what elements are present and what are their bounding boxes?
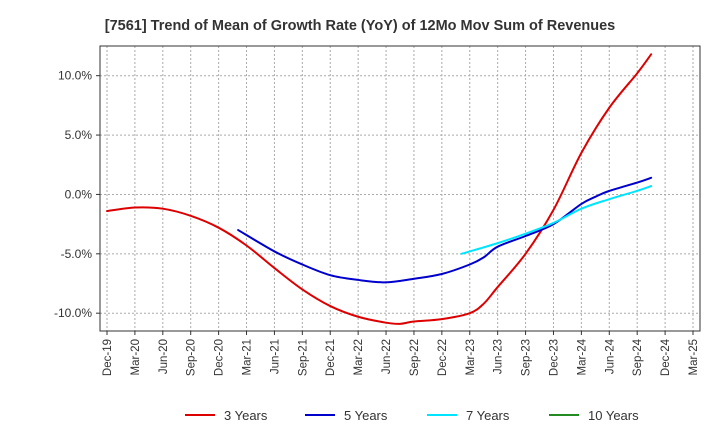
y-tick-label: -5.0%	[61, 247, 93, 261]
y-tick-label: 5.0%	[65, 128, 93, 142]
y-tick-label: 10.0%	[58, 69, 92, 83]
x-tick-label: Jun-24	[604, 338, 616, 374]
x-tick-label: Jun-22	[381, 339, 393, 374]
x-tick-label: Dec-20	[214, 339, 226, 376]
x-tick-label: Dec-19	[102, 339, 114, 376]
grid-layer	[100, 46, 700, 331]
plot-border	[99, 45, 701, 332]
x-tick-label: Sep-24	[632, 338, 644, 376]
x-tick-label: Sep-22	[409, 339, 421, 376]
x-tick-label: Dec-21	[325, 339, 337, 376]
legend-label-5-years: 5 Years	[344, 408, 388, 423]
x-tick-label: Sep-23	[521, 339, 533, 376]
legend-label-7-years: 7 Years	[466, 408, 510, 423]
plot-area	[100, 46, 700, 331]
axis-layer: 10.0% 5.0% 0.0% -5.0% -10.0% Dec-19 Mar-20 Jun-…	[54, 69, 700, 376]
legend-label-10-years: 10 Years	[588, 408, 639, 423]
chart-title: [7561] Trend of Mean of Growth Rate (YoY…	[105, 18, 616, 34]
y-tick-label: 0.0%	[65, 187, 93, 201]
x-tick-label: Dec-24	[660, 338, 672, 376]
x-tick-label: Jun-23	[493, 339, 505, 374]
series-layer	[106, 53, 653, 325]
x-tick-label: Mar-23	[465, 339, 477, 375]
x-tick-label: Sep-20	[186, 339, 198, 376]
series-line-3-years	[106, 53, 653, 325]
x-tick-label: Mar-21	[242, 339, 254, 375]
series-line-7-years	[460, 185, 653, 255]
x-tick-label: Jun-21	[269, 339, 281, 374]
x-tick-label: Dec-23	[548, 339, 560, 376]
y-tick-label: -10.0%	[54, 306, 92, 320]
x-tick-label: Mar-20	[130, 339, 142, 375]
x-tick-label: Mar-22	[353, 339, 365, 375]
legend-label-3-years: 3 Years	[224, 408, 268, 423]
x-tick-label: Mar-25	[688, 339, 700, 375]
x-tick-label: Dec-22	[437, 339, 449, 376]
x-tick-label: Sep-21	[297, 339, 309, 376]
legend: 3 Years 5 Years 7 Years 10 Years	[185, 408, 639, 423]
series-line-5-years	[237, 176, 653, 284]
x-tick-label: Jun-20	[158, 339, 170, 374]
x-tick-label: Mar-24	[576, 338, 588, 375]
